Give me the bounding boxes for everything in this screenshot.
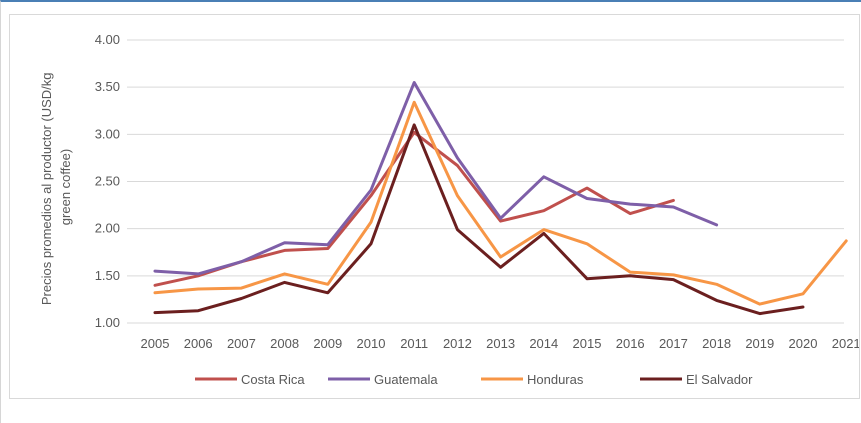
y-axis-ticks: 1.00 1.50 2.00 2.50 3.00 3.50 4.00 <box>95 32 120 330</box>
series-line-costa-rica <box>153 130 675 287</box>
x-tick-label: 2006 <box>184 336 213 351</box>
series-line-el-salvador <box>153 123 805 316</box>
x-tick-label: 2009 <box>313 336 342 351</box>
x-tick-label: 2014 <box>529 336 558 351</box>
x-tick-label: 2017 <box>659 336 688 351</box>
y-tick-label: 2.50 <box>95 174 120 189</box>
x-tick-label: 2013 <box>486 336 515 351</box>
x-tick-label: 2020 <box>789 336 818 351</box>
x-axis-ticks: 2005 2006 2007 2008 2009 2010 2011 2012 2013 2014… <box>141 336 861 351</box>
legend-label-honduras: Honduras <box>527 372 584 387</box>
legend-label-costa-rica: Costa Rica <box>241 372 305 387</box>
x-tick-label: 2005 <box>141 336 170 351</box>
y-tick-label: 1.50 <box>95 268 120 283</box>
series-line-guatemala <box>153 81 719 276</box>
y-tick-label: 2.00 <box>95 221 120 236</box>
x-tick-label: 2018 <box>702 336 731 351</box>
series-lines <box>153 81 848 316</box>
x-tick-label: 2012 <box>443 336 472 351</box>
x-tick-label: 2021 <box>832 336 859 351</box>
legend-label-el-salvador: El Salvador <box>686 372 753 387</box>
series-line-honduras <box>153 100 848 306</box>
y-axis-label: Precios promedios al productor (USD/kg g… <box>39 69 73 305</box>
legend: Costa Rica Guatemala Honduras El Salvador <box>195 372 753 387</box>
x-tick-label: 2010 <box>357 336 386 351</box>
x-tick-label: 2016 <box>616 336 645 351</box>
line-chart: 1.001.502.002.503.003.504.00 2005 2006 200… <box>39 32 861 387</box>
chart-container: 1.00 1.50 2.00 2.50 3.00 3.50 4.00 2005 2006 200… <box>9 14 861 399</box>
y-axis-label-line1: Precios promedios al productor (USD/kg <box>39 72 54 305</box>
x-tick-label: 2008 <box>270 336 299 351</box>
y-tick-label: 3.00 <box>95 126 120 141</box>
y-tick-label: 3.50 <box>95 79 120 94</box>
y-tick-label: 1.00 <box>95 315 120 330</box>
y-tick-label: 4.00 <box>95 32 120 47</box>
x-tick-label: 2011 <box>400 336 428 351</box>
x-tick-label: 2015 <box>573 336 602 351</box>
y-axis-label-line2: green coffee) <box>58 149 73 225</box>
legend-label-guatemala: Guatemala <box>374 372 438 387</box>
x-tick-label: 2019 <box>745 336 774 351</box>
x-tick-label: 2007 <box>227 336 256 351</box>
gridlines <box>127 39 844 324</box>
